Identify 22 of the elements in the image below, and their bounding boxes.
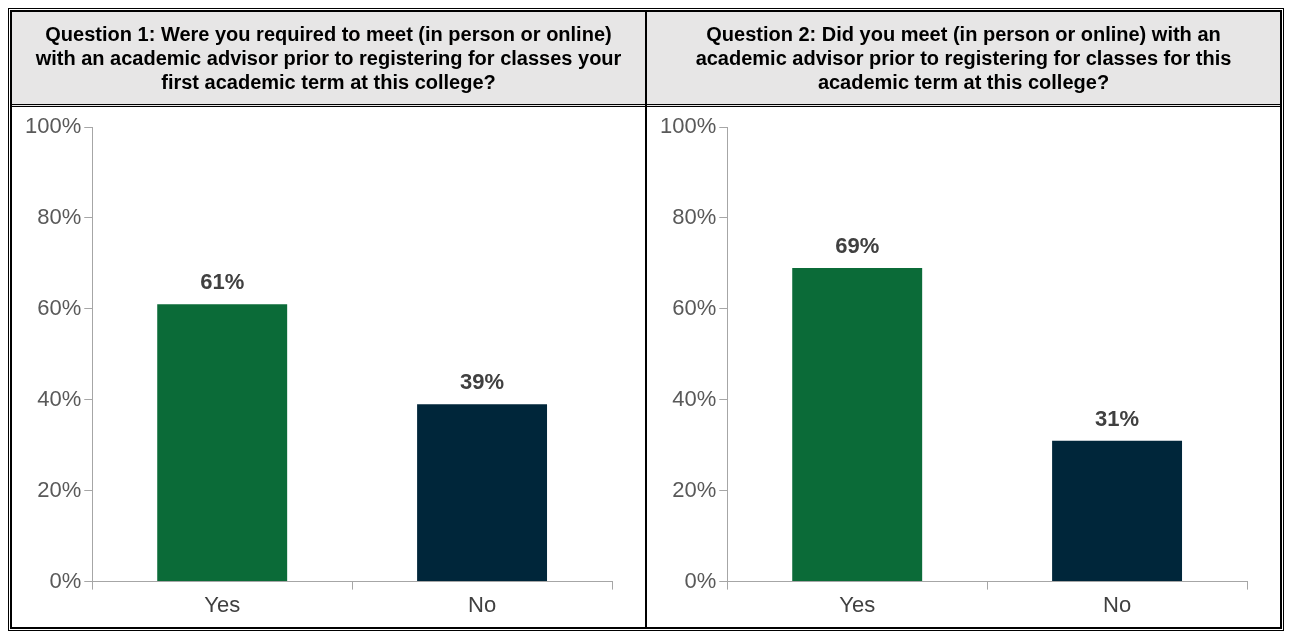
y-tick-label: 80% xyxy=(37,203,82,229)
y-tick-label: 20% xyxy=(672,476,717,502)
y-tick-label: 0% xyxy=(684,567,717,593)
data-label: 31% xyxy=(1095,405,1140,431)
y-tick-label: 100% xyxy=(24,113,82,139)
y-tick-label: 0% xyxy=(49,567,82,593)
x-tick-label: Yes xyxy=(839,591,876,617)
chart-title: Question 2: Did you meet (in person or online) with an academic advisor prior to registering for classes for this academic term at this college? xyxy=(647,12,1280,107)
y-tick-label: 60% xyxy=(672,294,717,320)
data-label: 39% xyxy=(460,369,505,395)
data-label: 61% xyxy=(200,269,245,295)
y-tick-label: 40% xyxy=(37,385,82,411)
data-label: 69% xyxy=(835,232,880,258)
x-tick-label: No xyxy=(1103,591,1132,617)
y-tick-label: 40% xyxy=(672,385,717,411)
x-tick-label: Yes xyxy=(204,591,241,617)
chart-title: Question 1: Were you required to meet (in person or online) with an academic advisor prior to registering for classes your first academic term at this college? xyxy=(12,12,645,107)
x-tick-label: No xyxy=(468,591,497,617)
y-tick-label: 60% xyxy=(37,294,82,320)
y-tick-label: 100% xyxy=(659,113,717,139)
y-tick-label: 80% xyxy=(672,203,717,229)
y-tick-label: 20% xyxy=(37,476,82,502)
